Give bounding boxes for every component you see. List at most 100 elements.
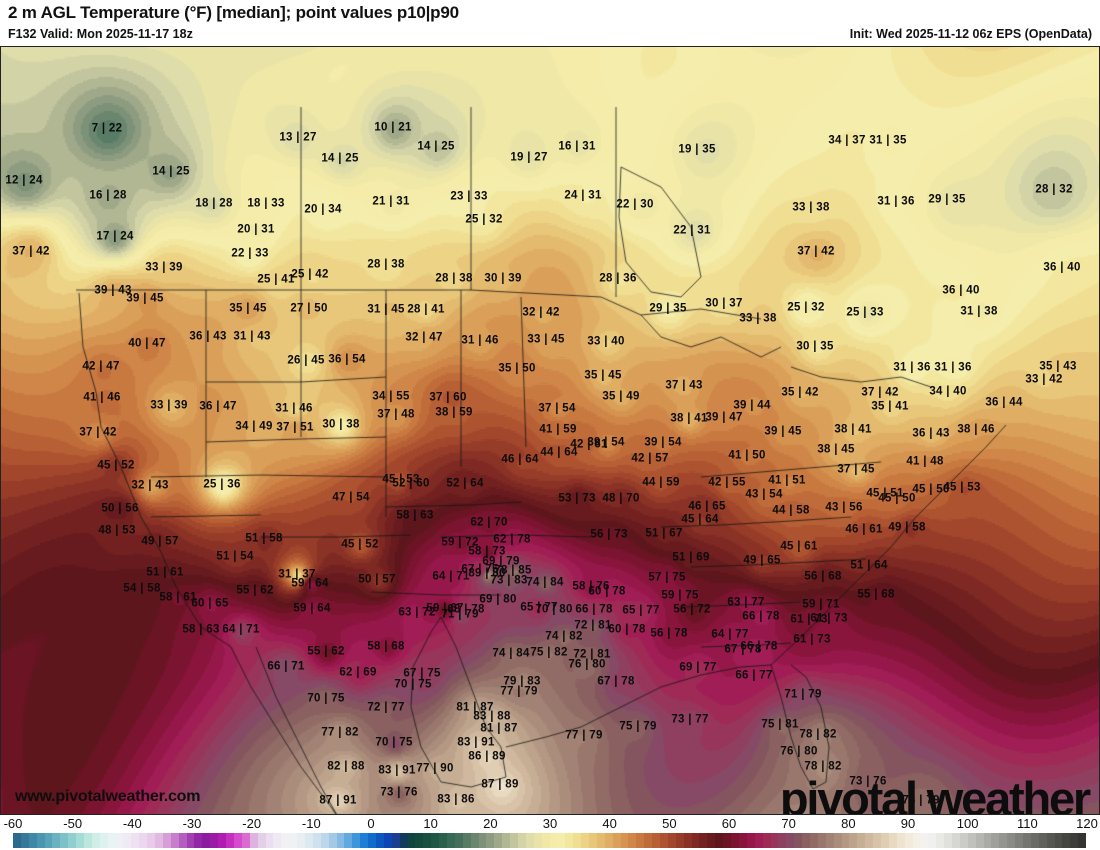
colorbar-swatch xyxy=(1030,833,1039,848)
point-value-label: 51 | 67 xyxy=(645,527,683,540)
point-value-label: 41 | 59 xyxy=(539,423,577,436)
colorbar-swatch xyxy=(399,833,408,848)
colorbar-swatch xyxy=(896,833,905,848)
colorbar: -60 -50 -40 -30 -20 -10 0 10 20 30 40 50 60 70 80 90 100… xyxy=(0,815,1100,850)
colorbar-swatch xyxy=(470,833,479,848)
point-value-label: 30 | 37 xyxy=(705,297,743,310)
point-value-label: 51 | 64 xyxy=(850,559,888,572)
point-value-label: 43 | 54 xyxy=(745,488,783,501)
colorbar-swatch xyxy=(68,833,77,848)
colorbar-swatch xyxy=(502,833,511,848)
point-value-label: 37 | 43 xyxy=(665,379,703,392)
point-value-label: 28 | 36 xyxy=(599,272,637,285)
point-value-label: 28 | 38 xyxy=(435,272,473,285)
point-value-label: 45 | 50 xyxy=(878,492,916,505)
point-value-label: 39 | 44 xyxy=(733,399,771,412)
point-value-label: 61 | 73 xyxy=(793,633,831,646)
point-value-label: 28 | 41 xyxy=(407,303,445,316)
colorbar-swatch xyxy=(967,833,976,848)
colorbar-swatch xyxy=(186,833,195,848)
point-value-label: 58 | 63 xyxy=(182,623,220,636)
colorbar-swatch xyxy=(312,833,321,848)
colorbar-swatch xyxy=(36,833,45,848)
colorbar-swatch xyxy=(320,833,329,848)
colorbar-swatch xyxy=(928,833,937,848)
colorbar-swatch xyxy=(304,833,313,848)
colorbar-swatch xyxy=(589,833,597,848)
point-value-label: 13 | 27 xyxy=(279,131,317,144)
point-value-label: 33 | 40 xyxy=(587,335,625,348)
colorbar-swatch xyxy=(557,833,566,848)
colorbar-swatch xyxy=(754,833,763,848)
colorbar-swatch xyxy=(454,833,463,848)
point-value-label: 30 | 38 xyxy=(322,418,360,431)
point-value-label: 40 | 47 xyxy=(128,337,166,350)
colorbar-swatch xyxy=(565,833,574,848)
colorbar-swatch xyxy=(518,833,526,848)
colorbar-swatch xyxy=(786,833,795,848)
point-value-label: 45 | 52 xyxy=(341,538,379,551)
point-value-label: 36 | 47 xyxy=(199,400,237,413)
point-value-label: 50 | 56 xyxy=(101,502,139,515)
colorbar-swatch xyxy=(738,833,747,848)
point-value-label: 78 | 85 xyxy=(494,564,532,577)
point-value-label: 49 | 57 xyxy=(141,535,179,548)
point-value-label: 55 | 62 xyxy=(236,584,274,597)
colorbar-swatch xyxy=(667,833,676,848)
point-value-label: 72 | 81 xyxy=(573,648,611,661)
point-value-label: 87 | 91 xyxy=(319,794,357,807)
point-value-label: 43 | 56 xyxy=(825,501,863,514)
point-value-label: 63 | 77 xyxy=(727,596,765,609)
colorbar-swatch xyxy=(328,833,337,848)
point-value-label: 19 | 27 xyxy=(510,151,548,164)
point-value-label: 22 | 33 xyxy=(231,247,269,260)
colorbar-swatch xyxy=(533,833,542,848)
colorbar-swatch xyxy=(123,833,132,848)
colorbar-gradient-strip xyxy=(13,833,1087,848)
point-value-label: 35 | 50 xyxy=(498,362,536,375)
point-value-label: 17 | 24 xyxy=(96,230,134,243)
colorbar-swatch xyxy=(226,833,234,848)
colorbar-swatch xyxy=(170,833,179,848)
temperature-map[interactable]: 12 | 24 7 | 22 16 | 28 17 | 24 14 | 25 18 | 2… xyxy=(0,46,1100,815)
point-value-label: 25 | 41 xyxy=(257,273,295,286)
point-value-label: 25 | 32 xyxy=(787,301,825,314)
point-value-label: 75 | 79 xyxy=(619,720,657,733)
colorbar-swatch xyxy=(289,833,298,848)
colorbar-swatch xyxy=(604,833,613,848)
point-value-label: 61 | 73 xyxy=(810,612,848,625)
init-time-label: Init: Wed 2025-11-12 06z EPS (OpenData) xyxy=(849,27,1092,41)
colorbar-swatch xyxy=(391,833,400,848)
point-value-label: 65 | 77 xyxy=(520,601,558,614)
point-value-label: 64 | 77 xyxy=(711,628,749,641)
colorbar-swatch xyxy=(375,833,384,848)
colorbar-tick-label: -10 xyxy=(301,816,321,831)
colorbar-swatch xyxy=(84,833,92,848)
point-value-label: 36 | 40 xyxy=(1043,261,1081,274)
point-value-label: 82 | 88 xyxy=(327,760,365,773)
point-value-label: 45 | 64 xyxy=(681,513,719,526)
point-value-label: 48 | 53 xyxy=(98,524,136,537)
point-value-label: 41 | 46 xyxy=(83,391,121,404)
colorbar-swatch xyxy=(281,833,290,848)
point-value-label: 51 | 54 xyxy=(216,550,254,563)
point-value-label: 71 | 79 xyxy=(441,608,479,621)
colorbar-swatch xyxy=(959,833,968,848)
point-value-label: 70 | 75 xyxy=(394,678,432,691)
point-value-label: 30 | 35 xyxy=(796,340,834,353)
point-value-label: 86 | 89 xyxy=(468,750,506,763)
point-value-label: 24 | 31 xyxy=(564,189,602,202)
point-value-label: 31 | 43 xyxy=(233,330,271,343)
header: 2 m AGL Temperature (°F) [median]; point… xyxy=(0,0,1100,46)
colorbar-swatch xyxy=(1078,833,1087,848)
colorbar-swatch xyxy=(549,833,558,848)
point-value-label: 65 | 77 xyxy=(622,604,660,617)
point-value-label: 74 | 84 xyxy=(526,576,564,589)
colorbar-swatch xyxy=(573,833,582,848)
point-value-label: 25 | 32 xyxy=(465,213,503,226)
point-value-label: 42 | 55 xyxy=(708,476,746,489)
colorbar-swatch xyxy=(360,833,369,848)
point-value-label: 74 | 84 xyxy=(492,647,530,660)
colorbar-swatch xyxy=(880,833,889,848)
